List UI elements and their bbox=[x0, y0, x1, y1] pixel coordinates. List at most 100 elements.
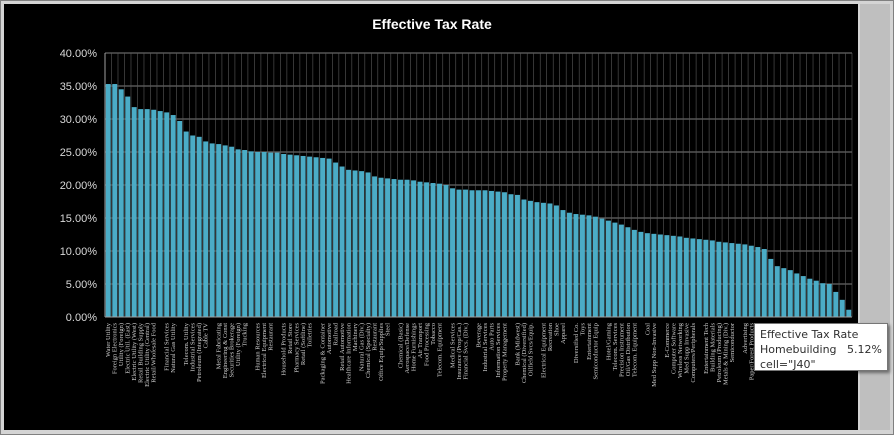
bar[interactable]: Electronics 10.6% bbox=[755, 247, 761, 317]
bar[interactable]: E-Commerce 12.4% bbox=[664, 235, 670, 317]
bar[interactable]: Financial Services 31% bbox=[164, 112, 170, 318]
bar[interactable]: Engineering & Const 26% bbox=[222, 145, 228, 317]
bar[interactable]: Household Products 24.7% bbox=[281, 153, 287, 317]
bar[interactable]: 11.8% bbox=[696, 239, 702, 317]
bar[interactable]: Metals & Mining (Div.) 11.3% bbox=[722, 242, 728, 317]
bar[interactable]: Apparel 16.2% bbox=[560, 210, 566, 317]
bar[interactable]: Recreation 17.2% bbox=[547, 203, 553, 317]
bar[interactable]: Foreign Electronics 35.3% bbox=[112, 84, 118, 318]
bar[interactable]: Industrial Services 27.5% bbox=[190, 135, 196, 318]
bar[interactable]: Coal 12.7% bbox=[644, 233, 650, 317]
bar[interactable]: Retail/Wholesale Food 31.4% bbox=[151, 109, 157, 317]
bar[interactable]: Retail Store 24.6% bbox=[287, 154, 293, 317]
bar[interactable]: Natural Gas (Div.) 22.1% bbox=[359, 171, 365, 317]
bar[interactable]: Power 8.8% bbox=[768, 258, 774, 317]
bar[interactable]: 5.5% bbox=[813, 280, 819, 317]
bar[interactable]: Restaurant 21.3% bbox=[372, 176, 378, 317]
bar[interactable]: Semiconductor 11.2% bbox=[729, 243, 735, 317]
bar[interactable]: 25.1% bbox=[248, 151, 254, 317]
bars[interactable]: Water Utility 35.3%Foreign Electronics 3… bbox=[105, 84, 852, 318]
bar[interactable]: Office Equip/Supplies 21.1% bbox=[378, 177, 384, 317]
bar[interactable]: 26.3% bbox=[209, 143, 215, 317]
bar[interactable]: 15.8% bbox=[566, 212, 572, 317]
bar[interactable]: Home Furnishings 20.7% bbox=[411, 180, 417, 317]
bar[interactable]: Electric Utility (Central) 31.5% bbox=[144, 109, 150, 317]
bar[interactable]: Healthcare Information 22.3% bbox=[346, 169, 352, 317]
bar[interactable]: 5% bbox=[826, 284, 832, 317]
bar[interactable]: Air Transport 20.5% bbox=[417, 181, 423, 317]
bar[interactable]: Chemical (Diversified) 17.8% bbox=[521, 199, 527, 317]
bar[interactable]: Chemical (Basic) 20.8% bbox=[398, 179, 404, 317]
bar[interactable]: Financial Svcs. (Div.) 19.3% bbox=[463, 189, 468, 317]
bar[interactable]: Utility (Foreign) 34.5% bbox=[118, 89, 124, 317]
bar[interactable]: Insurance (Prop/Cas.) 19.3% bbox=[456, 189, 462, 317]
bar[interactable]: Packaging & Container 24.1% bbox=[320, 157, 326, 317]
bar[interactable]: Machinery 22.2% bbox=[352, 170, 358, 317]
bar[interactable]: Restaurant 24.9% bbox=[268, 152, 274, 317]
bar[interactable]: 20% bbox=[443, 185, 449, 317]
bar[interactable]: Automotive 24% bbox=[326, 158, 332, 317]
bar[interactable]: Cable TV 26.6% bbox=[203, 141, 209, 317]
bar[interactable]: Telecom. Services 14.3% bbox=[612, 222, 618, 317]
bar[interactable]: Trucking 25.3% bbox=[242, 150, 248, 317]
bar[interactable]: Advertising 11% bbox=[742, 244, 748, 317]
bar[interactable]: Petroleum (Producing) 11.4% bbox=[716, 241, 722, 317]
bar[interactable]: Securities Brokerage 25.8% bbox=[229, 146, 235, 317]
bar[interactable]: Auto Parts 19.1% bbox=[489, 190, 494, 317]
bar[interactable]: Computers/Peripherals 11.9% bbox=[690, 238, 696, 317]
bar[interactable]: Wireless Networking 12.2% bbox=[677, 236, 683, 317]
bar[interactable]: 5.8% bbox=[807, 278, 813, 317]
bar[interactable]: 24.9% bbox=[274, 152, 280, 317]
bar[interactable]: Property Management 18.9% bbox=[502, 192, 507, 317]
bar[interactable]: Precision Instrument 14% bbox=[618, 224, 624, 317]
bar[interactable]: Water Utility 35.3% bbox=[105, 84, 111, 318]
bar[interactable]: Toiletries 24.3% bbox=[307, 156, 313, 317]
bar[interactable]: Electric Util. (East) 33.4% bbox=[125, 96, 131, 317]
bar[interactable]: Natural Gas Utility 30.6% bbox=[170, 115, 176, 317]
bar[interactable]: Industrial Services 19.2% bbox=[482, 190, 488, 317]
bar[interactable]: Semiconductor Equip 15.2% bbox=[592, 216, 598, 317]
bar[interactable]: Homebuilding 5.12% bbox=[820, 283, 826, 317]
bar[interactable]: Retail Building Supply 31.5% bbox=[138, 109, 144, 317]
bar[interactable]: 14.9% bbox=[599, 218, 605, 317]
bar[interactable]: Oil/Gas Distribution 13.6% bbox=[625, 227, 631, 317]
bar[interactable]: 7.1% bbox=[787, 270, 793, 317]
bar[interactable]: Shoe 16.9% bbox=[553, 205, 559, 317]
bar[interactable]: 12.9% bbox=[638, 231, 644, 317]
bar-chart[interactable]: Effective Tax Rate 0.00% 5.00% 10.00% 15.00… bbox=[4, 4, 858, 430]
bar[interactable]: 6.6% bbox=[794, 273, 800, 317]
bar[interactable]: Electrical Equipment 25% bbox=[261, 152, 267, 317]
bar[interactable]: Telecom. Equipment 13.2% bbox=[631, 229, 637, 317]
bar[interactable]: 7.4% bbox=[781, 268, 787, 317]
bar[interactable]: Retail Automotive 22.8% bbox=[339, 166, 345, 317]
bar[interactable]: Human Resources 25% bbox=[255, 152, 261, 317]
bar[interactable]: Steel 21% bbox=[385, 178, 391, 317]
bar[interactable]: 20.9% bbox=[391, 179, 397, 317]
bar[interactable]: 11.1% bbox=[735, 243, 741, 317]
bar[interactable]: Telecom. Utility 28.1% bbox=[183, 131, 189, 317]
bar[interactable]: 12.5% bbox=[657, 234, 663, 318]
bar[interactable]: Food Processing 20.4% bbox=[424, 182, 430, 317]
bar[interactable]: 29.7% bbox=[177, 120, 183, 317]
bar[interactable]: 1.1% bbox=[846, 309, 852, 317]
bar[interactable]: Oilfield Svcs/Equip. 17.6% bbox=[527, 200, 533, 317]
bar[interactable]: Medical Services 19.5% bbox=[450, 188, 455, 317]
bar[interactable]: 3.8% bbox=[833, 291, 839, 317]
bar[interactable]: Hotel/Gaming 14.6% bbox=[605, 220, 611, 317]
bar[interactable]: Beverage 19.2% bbox=[476, 190, 481, 317]
bar[interactable]: Tobacco 20.3% bbox=[430, 183, 436, 317]
bar[interactable]: Pharmacy Services 24.5% bbox=[294, 155, 300, 317]
bar[interactable]: 19.2% bbox=[469, 190, 475, 317]
bar[interactable]: 17.4% bbox=[534, 202, 540, 317]
bar[interactable]: Computer Software 12.3% bbox=[670, 235, 676, 317]
bar[interactable]: 24.2% bbox=[313, 157, 319, 317]
bar[interactable]: 10.3% bbox=[761, 249, 767, 317]
bar[interactable]: Entertainment 15.4% bbox=[586, 215, 592, 317]
bar[interactable]: Telecom. Equipment 20.2% bbox=[437, 183, 442, 317]
bar[interactable]: Railroad 23.4% bbox=[333, 162, 339, 317]
bar[interactable]: Paper/Forest Products 10.8% bbox=[748, 245, 754, 317]
bar[interactable]: Med Supp Non-Invasive 12.6% bbox=[651, 233, 657, 317]
bar[interactable]: Med Supp Invasive 12% bbox=[683, 237, 689, 317]
bar[interactable]: Electrical Equipment 17.3% bbox=[540, 202, 546, 317]
bar[interactable]: Entertainment Tech 11.7% bbox=[703, 239, 709, 317]
